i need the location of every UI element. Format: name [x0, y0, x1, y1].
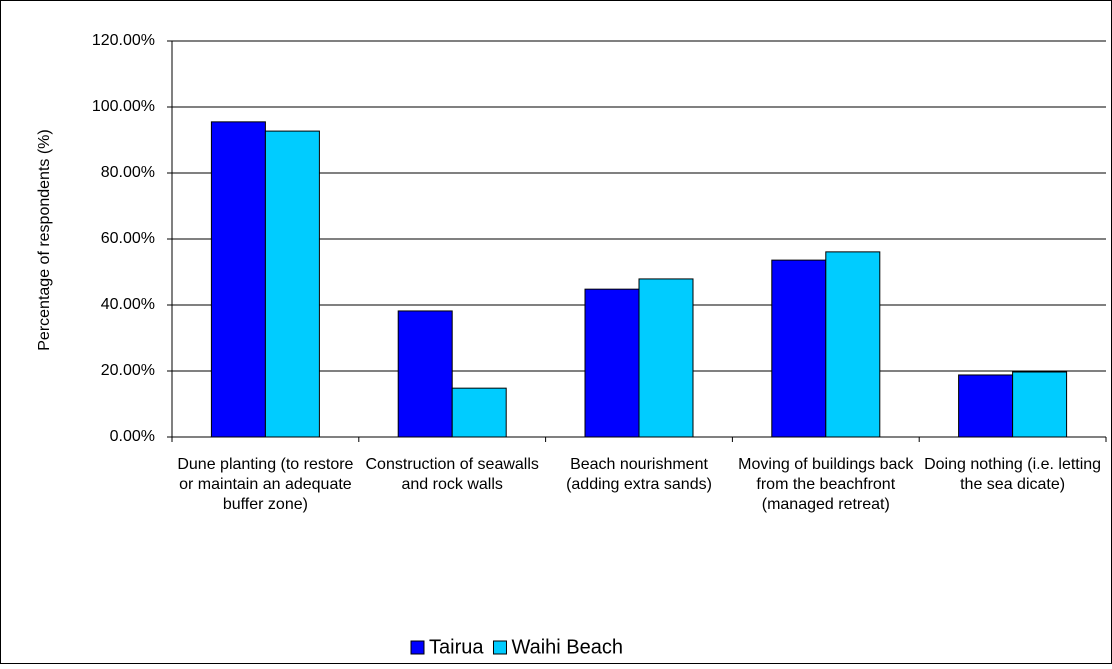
- x-tick-label-box: Doing nothing (i.e. letting the sea dica…: [924, 456, 1102, 493]
- x-tick-label-box: Construction of seawalls and rock walls: [365, 456, 539, 493]
- legend-label: Tairua: [429, 636, 484, 658]
- y-tick-label: 0.00%: [110, 428, 155, 445]
- bar: [264, 130, 320, 438]
- bar: [451, 387, 507, 438]
- bar: [210, 121, 266, 438]
- legend-swatch: [410, 640, 425, 655]
- x-tick-label-box: Beach nourishment (adding extra sands): [566, 456, 712, 493]
- x-tick-label: Moving of buildings back from the beachf…: [738, 456, 914, 513]
- x-tick-label: Beach nourishment (adding extra sands): [566, 456, 712, 493]
- legend-label: Waihi Beach: [511, 636, 623, 658]
- y-tick-label: 60.00%: [101, 230, 155, 247]
- bar: [958, 374, 1014, 438]
- bar: [638, 278, 694, 438]
- x-tick-label: Construction of seawalls and rock walls: [365, 456, 539, 493]
- x-tick-label-box: Dune planting (to restore or maintain an…: [177, 456, 354, 513]
- bar: [825, 251, 881, 438]
- x-tick-label: Dune planting (to restore or maintain an…: [177, 456, 354, 513]
- y-tick-label: 100.00%: [92, 98, 155, 115]
- x-tick-label-box: Moving of buildings back from the beachf…: [738, 456, 914, 513]
- bar: [397, 310, 453, 438]
- y-tick-label: 80.00%: [101, 164, 155, 181]
- legend-swatch: [492, 640, 507, 655]
- y-tick-label: 120.00%: [92, 32, 155, 49]
- bar: [1012, 371, 1068, 438]
- bar: [584, 288, 640, 438]
- y-axis-label: Percentage of respondents (%): [36, 129, 53, 350]
- bar: [771, 259, 827, 438]
- x-tick-label: Doing nothing (i.e. letting the sea dica…: [924, 456, 1102, 493]
- y-tick-label: 40.00%: [101, 296, 155, 313]
- y-tick-label: 20.00%: [101, 362, 155, 379]
